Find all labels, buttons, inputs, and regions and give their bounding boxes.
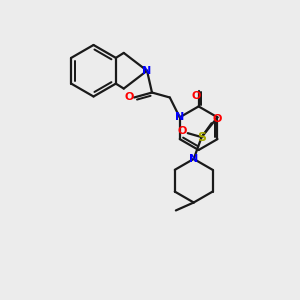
Text: O: O: [124, 92, 134, 103]
Text: N: N: [142, 66, 152, 76]
Text: O: O: [213, 114, 222, 124]
Text: N: N: [189, 154, 198, 164]
Text: O: O: [177, 126, 187, 136]
Text: N: N: [175, 112, 184, 122]
Text: S: S: [197, 130, 206, 144]
Text: O: O: [192, 91, 201, 100]
